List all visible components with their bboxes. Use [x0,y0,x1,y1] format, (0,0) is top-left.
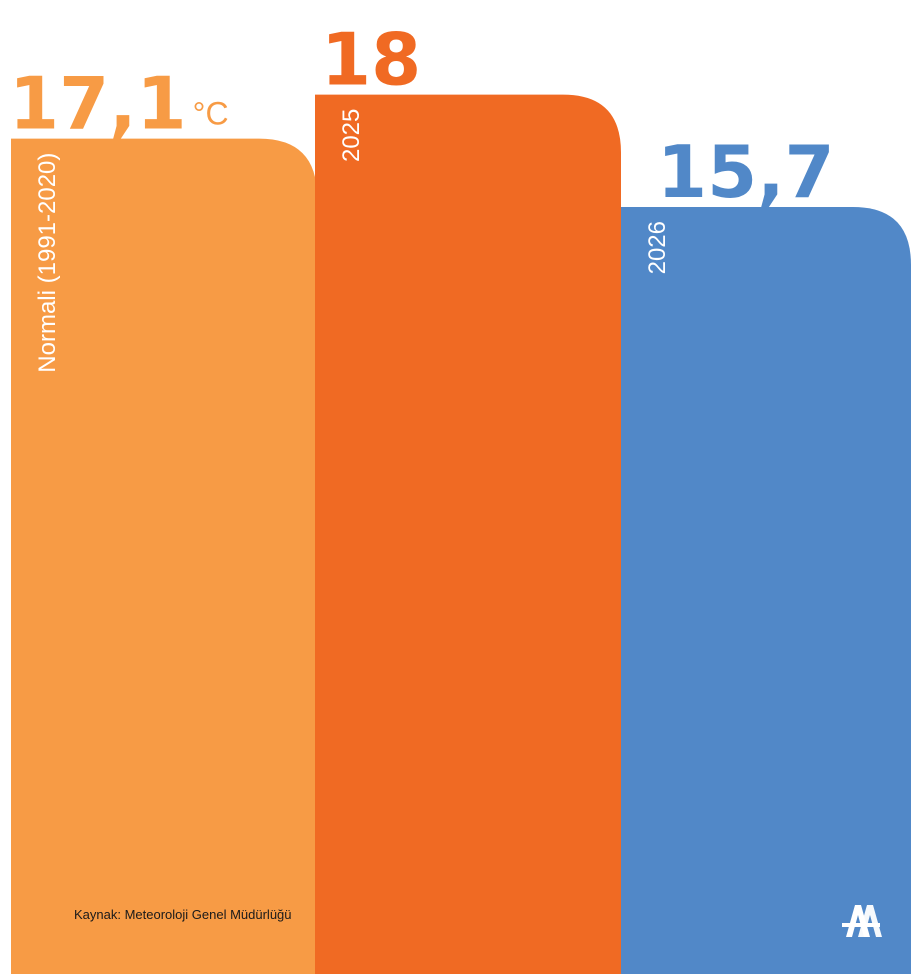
bar-1 [11,138,317,974]
bar-category-label: Normali (1991-2020) [34,153,61,373]
bar-category-label: 2026 [644,221,671,274]
bar-2 [315,94,621,974]
bar-category-label: 2025 [338,109,365,162]
bar-value-label: 17,1 [9,62,187,146]
unit-label: °C [193,96,229,132]
source-text: Kaynak: Meteoroloji Genel Müdürlüğü [74,907,292,922]
bar-value-label: 15,7 [657,130,835,214]
bar-3 [621,207,911,974]
bar-value-label: 18 [321,18,421,102]
aa-logo-icon [842,905,882,937]
